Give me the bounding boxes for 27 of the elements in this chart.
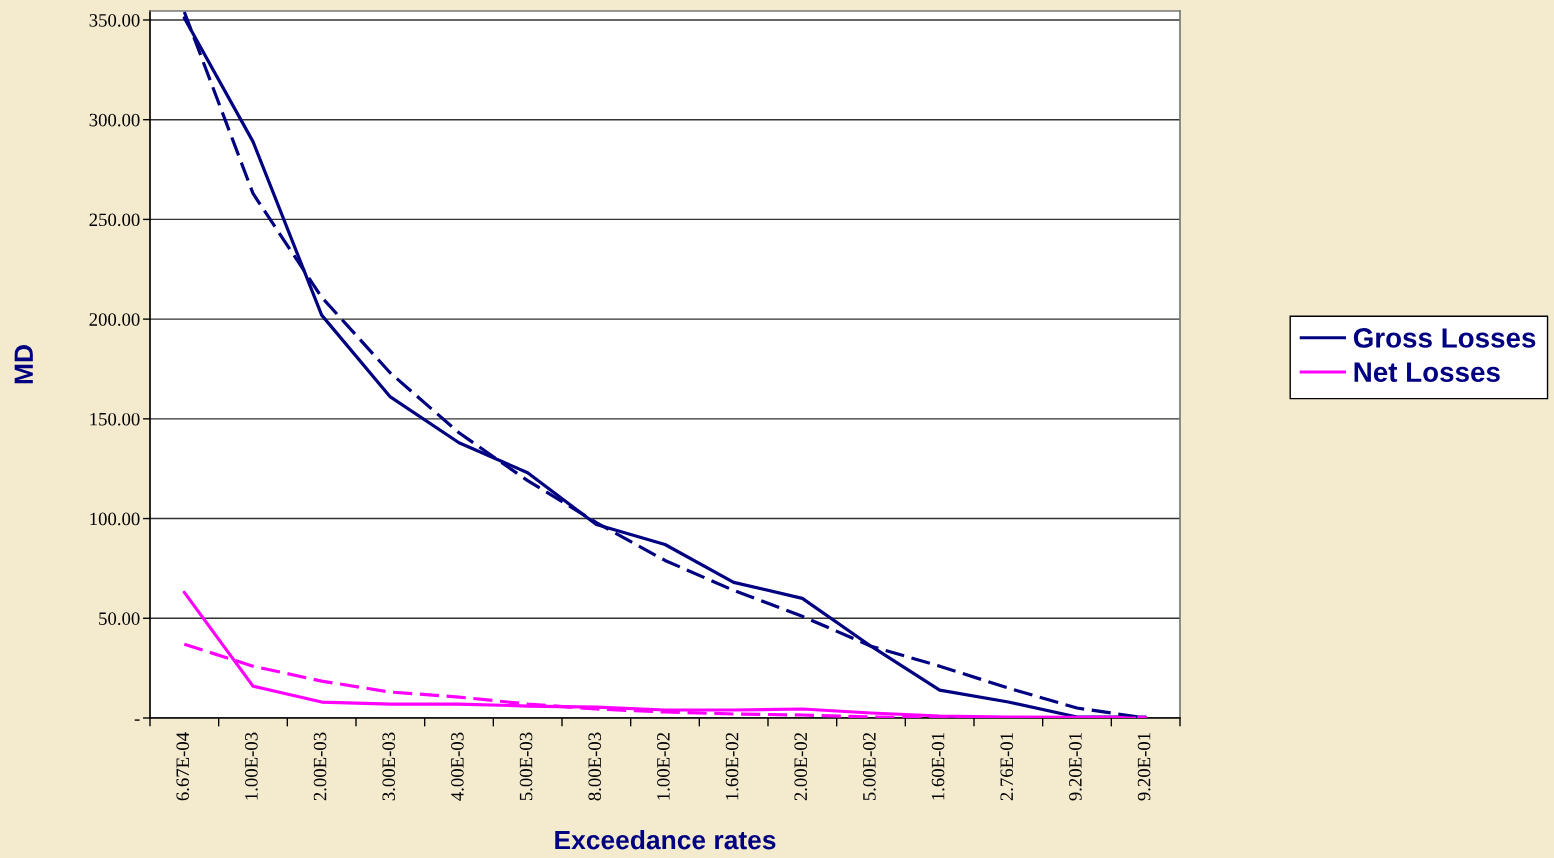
y-tick-label: - xyxy=(134,719,140,721)
x-tick-label: 1.00E-03 xyxy=(245,732,258,800)
legend-label: Gross Losses xyxy=(1353,328,1536,348)
x-tick-label: 4.00E-03 xyxy=(451,732,464,801)
x-tick-label: 3.00E-03 xyxy=(382,732,396,801)
x-tick-label: 6.67E-04 xyxy=(176,732,190,801)
x-tick-label: 2.00E-02 xyxy=(794,732,808,801)
x-tick-label: 9.20E-01 xyxy=(1069,733,1082,801)
y-tick-label: 100.00 xyxy=(90,512,140,526)
x-tick-label: 8.00E-03 xyxy=(588,732,602,801)
legend-label: Net Losses xyxy=(1354,362,1500,382)
x-tick-label: 1.60E-02 xyxy=(725,732,739,800)
x-tick-label: 9.20E-01 xyxy=(1137,733,1151,801)
y-tick-label: 300.00 xyxy=(89,113,140,127)
x-axis-title: Exceedance rates xyxy=(555,830,776,850)
y-tick-label: 350.00 xyxy=(89,14,140,27)
x-tick-label: 1.00E-02 xyxy=(657,732,670,800)
x-tick-label: 5.00E-03 xyxy=(519,732,533,801)
y-tick-label: 250.00 xyxy=(89,213,140,227)
y-tick-label: 150.00 xyxy=(90,412,140,426)
y-tick-label: 200.00 xyxy=(89,313,140,326)
x-tick-label: 5.00E-02 xyxy=(863,732,876,801)
y-axis-title: MD xyxy=(14,345,33,384)
x-tick-label: 2.00E-03 xyxy=(313,732,327,801)
x-tick-label: 2.76E-01 xyxy=(1000,733,1014,801)
x-tick-label: 1.60E-01 xyxy=(931,733,945,800)
y-tick-label: 50.00 xyxy=(99,612,140,626)
